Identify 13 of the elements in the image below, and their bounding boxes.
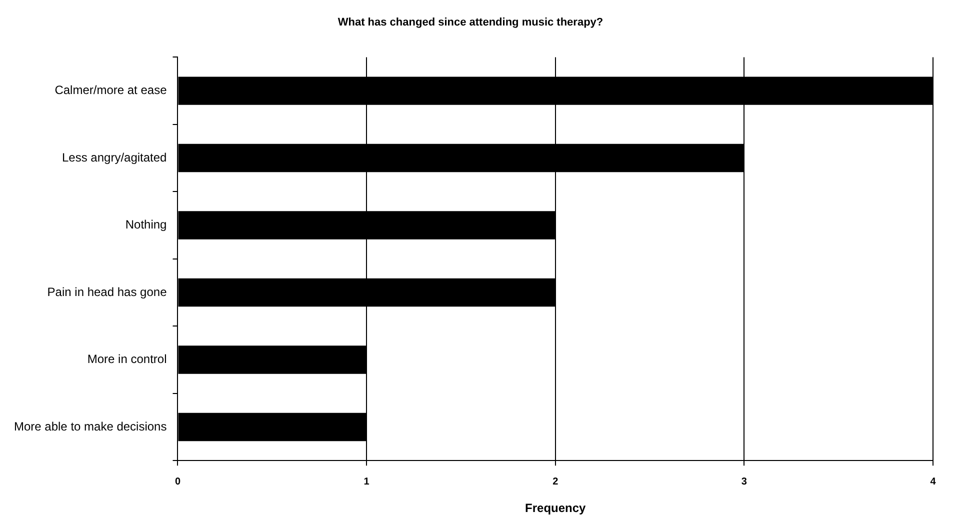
x-axis-title: Frequency	[525, 501, 586, 516]
y-tick-label: More in control	[87, 352, 167, 366]
y-tick-label: Less angry/agitated	[62, 150, 167, 164]
x-tick-label: 2	[552, 476, 559, 488]
x-tick-label: 1	[364, 476, 370, 488]
chart-title: What has changed since attending music therapy?	[338, 16, 604, 29]
y-tick-label: Pain in head has gone	[47, 284, 168, 299]
y-tick-label: Calmer/more at ease	[54, 83, 168, 98]
x-tick-label: 3	[741, 476, 748, 488]
x-tick-label: 0	[174, 476, 181, 488]
y-tick-label: Nothing	[125, 218, 167, 232]
y-tick-label: More able to make decisions	[14, 419, 167, 434]
x-tick-label: 4	[930, 476, 936, 488]
